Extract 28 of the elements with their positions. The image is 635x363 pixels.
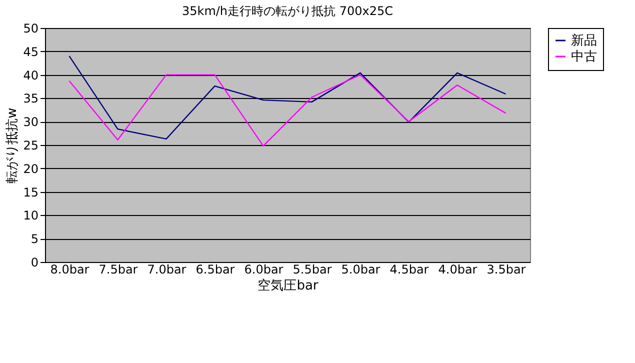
y-tick-label: 35 — [23, 92, 38, 106]
x-tick-label: 6.0bar — [244, 262, 284, 276]
y-tick-label: 25 — [23, 138, 38, 152]
legend-label: 中古 — [571, 50, 597, 64]
x-tick-label: 5.5bar — [292, 262, 332, 276]
y-tick-label: 45 — [23, 44, 38, 59]
x-tick-label: 8.0bar — [50, 262, 90, 276]
x-tick-label: 4.5bar — [390, 262, 429, 276]
y-tick-label: 40 — [23, 68, 38, 82]
line-series — [68, 55, 506, 140]
y-tick-label: 10 — [23, 208, 38, 223]
line-series — [68, 74, 506, 147]
y-tick-label: 50 — [23, 22, 38, 36]
legend-label: 新品 — [571, 34, 597, 48]
chart-title: 35km/h走行時の転がり抵抗 700x25C — [182, 4, 394, 18]
x-tick-label: 5.0bar — [341, 262, 380, 276]
x-tick-label: 7.5bar — [98, 262, 138, 276]
x-tick-label: 6.5bar — [196, 262, 235, 276]
y-tick-label: 5 — [30, 232, 38, 246]
y-tick-label: 30 — [23, 115, 38, 130]
x-tick-label: 7.0bar — [147, 262, 186, 276]
y-axis-title: 転がり抵抗w — [5, 107, 20, 184]
y-tick-label: 0 — [30, 256, 38, 270]
x-tick-label: 3.5bar — [486, 262, 526, 276]
y-tick-label: 20 — [23, 162, 38, 176]
x-tick-label: 4.0bar — [438, 262, 478, 276]
y-tick-label: 15 — [23, 185, 38, 200]
x-axis-title: 空気圧bar — [258, 278, 319, 294]
